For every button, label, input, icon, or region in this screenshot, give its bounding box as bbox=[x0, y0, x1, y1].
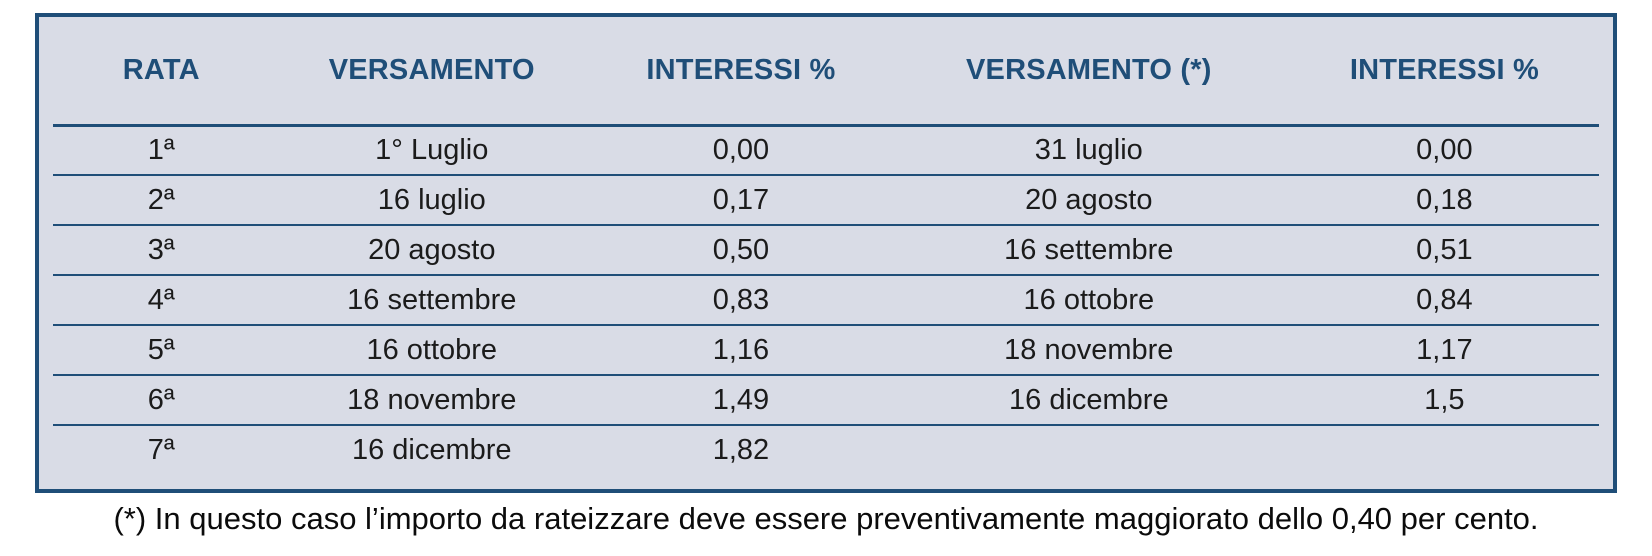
table-row: 1ª 1° Luglio 0,00 31 luglio 0,00 bbox=[53, 125, 1599, 176]
table-row: 6ª 18 novembre 1,49 16 dicembre 1,5 bbox=[53, 375, 1599, 426]
cell-rata: 3ª bbox=[53, 225, 270, 276]
table-row: 3ª 20 agosto 0,50 16 settembre 0,51 bbox=[53, 225, 1599, 276]
cell-versamento-star: 16 dicembre bbox=[887, 375, 1290, 426]
cell-versamento-star bbox=[888, 425, 1290, 475]
cell-interessi-star: 1,17 bbox=[1289, 325, 1599, 376]
cell-versamento: 16 luglio bbox=[269, 175, 595, 226]
table-row: 5ª 16 ottobre 1,16 18 novembre 1,17 bbox=[53, 325, 1599, 376]
col-header-rata: RATA bbox=[53, 17, 270, 127]
cell-versamento-star: 16 settembre bbox=[887, 225, 1290, 276]
cell-versamento: 20 agosto bbox=[269, 225, 595, 276]
cell-rata: 6ª bbox=[53, 375, 270, 426]
cell-versamento-star: 18 novembre bbox=[887, 325, 1290, 376]
cell-versamento: 16 ottobre bbox=[269, 325, 595, 376]
cell-interessi: 0,83 bbox=[594, 275, 888, 326]
header-row: RATA VERSAMENTO INTERESSI % VERSAMENTO (… bbox=[53, 17, 1599, 127]
cell-interessi-star: 1,5 bbox=[1289, 375, 1599, 426]
cell-versamento-star: 16 ottobre bbox=[887, 275, 1290, 326]
cell-versamento-star: 20 agosto bbox=[887, 175, 1290, 226]
installments-table-frame: RATA VERSAMENTO INTERESSI % VERSAMENTO (… bbox=[35, 13, 1617, 493]
installments-table: RATA VERSAMENTO INTERESSI % VERSAMENTO (… bbox=[53, 17, 1599, 475]
cell-versamento: 18 novembre bbox=[269, 375, 595, 426]
table-row: 7ª 16 dicembre 1,82 bbox=[53, 425, 1599, 475]
cell-versamento: 16 dicembre bbox=[351, 434, 512, 466]
cell-interessi: 0,00 bbox=[594, 125, 888, 176]
cell-interessi: 1,49 bbox=[594, 375, 888, 426]
cell-interessi-star: 0,84 bbox=[1289, 275, 1599, 326]
cell-rata: 7ª bbox=[147, 434, 175, 466]
cell-rata: 4ª bbox=[53, 275, 270, 326]
cell-rata: 2ª bbox=[53, 175, 270, 226]
footnote: (*) In questo caso l’importo da rateizza… bbox=[113, 501, 1539, 536]
cell-interessi: 1,82 bbox=[712, 434, 770, 466]
cell-interessi-star: 0,51 bbox=[1289, 225, 1599, 276]
cell-interessi: 0,17 bbox=[594, 175, 888, 226]
cell-interessi-star: 0,00 bbox=[1289, 125, 1599, 176]
cell-versamento: 1° Luglio bbox=[269, 125, 595, 176]
cell-rata: 5ª bbox=[53, 325, 270, 376]
table-row: 4ª 16 settembre 0,83 16 ottobre 0,84 bbox=[53, 275, 1599, 326]
cell-versamento-star: 31 luglio bbox=[887, 125, 1290, 176]
col-header-interessi: INTERESSI % bbox=[594, 17, 888, 127]
table-row: 2ª 16 luglio 0,17 20 agosto 0,18 bbox=[53, 175, 1599, 226]
col-header-versamento: VERSAMENTO bbox=[269, 17, 595, 127]
cell-versamento: 16 settembre bbox=[269, 275, 595, 326]
cell-rata: 1ª bbox=[53, 125, 270, 176]
cell-interessi: 0,50 bbox=[594, 225, 888, 276]
cell-interessi: 1,16 bbox=[594, 325, 888, 376]
col-header-versamento-star: VERSAMENTO (*) bbox=[887, 17, 1290, 127]
cell-interessi-star bbox=[1290, 425, 1599, 475]
col-header-interessi-star: INTERESSI % bbox=[1289, 17, 1599, 127]
cell-interessi-star: 0,18 bbox=[1289, 175, 1599, 226]
